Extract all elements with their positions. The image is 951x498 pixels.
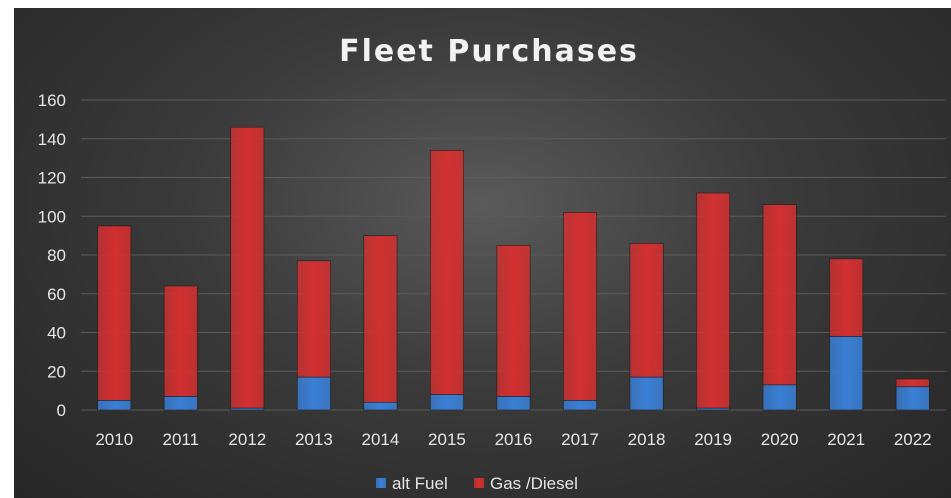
x-tick-label: 2014: [362, 430, 400, 449]
x-tick-label: 2017: [561, 430, 599, 449]
bar-gas-diesel-2014: [363, 235, 398, 403]
bars: [97, 126, 930, 411]
bar-alt-fuel-2010: [97, 400, 132, 411]
bar-gas-diesel-2022: [895, 378, 930, 388]
x-tick-label: 2020: [761, 430, 799, 449]
chart-svg: Fleet Purchases 0 20 40 60 80 100 120 140 160 20…: [38, 34, 946, 493]
bar-alt-fuel-2018: [629, 376, 664, 411]
bar-gas-diesel-2010: [97, 225, 132, 401]
bar-alt-fuel-2021: [829, 336, 864, 411]
bar-gas-diesel-2019: [696, 192, 731, 409]
bar-gas-diesel-2012: [230, 126, 265, 409]
y-tick-label: 80: [47, 246, 66, 265]
legend-label-gas-diesel: Gas /Diesel: [490, 474, 578, 493]
bar-alt-fuel-2013: [296, 376, 331, 411]
x-tick-label: 2018: [628, 430, 666, 449]
x-tick-label: 2016: [495, 430, 533, 449]
bar-gas-diesel-2016: [496, 245, 531, 397]
legend-swatch-alt-fuel: [376, 478, 386, 488]
bar-gas-diesel-2017: [563, 212, 597, 401]
legend-swatch-gas-diesel: [474, 478, 484, 488]
x-tick-label: 2010: [95, 430, 133, 449]
y-tick-label: 160: [38, 91, 66, 110]
legend-label-alt-fuel: alt Fuel: [392, 474, 448, 493]
bar-gas-diesel-2021: [829, 258, 864, 337]
y-tick-label: 0: [57, 401, 66, 420]
chart-title: Fleet Purchases: [339, 34, 639, 69]
x-tick-label: 2019: [694, 430, 732, 449]
x-axis: 2010 2011 2012 2013 2014 2015 2016 2017 2018 2019…: [95, 430, 931, 449]
y-tick-label: 100: [38, 207, 66, 226]
y-tick-label: 140: [38, 130, 66, 149]
x-tick-label: 2013: [295, 430, 333, 449]
x-tick-label: 2011: [163, 430, 200, 449]
y-tick-label: 20: [47, 362, 66, 381]
bar-alt-fuel-2011: [163, 396, 198, 411]
bar-gas-diesel-2015: [430, 150, 464, 395]
bar-gas-diesel-2013: [296, 260, 331, 378]
x-tick-label: 2012: [228, 430, 266, 449]
y-tick-label: 40: [47, 324, 66, 343]
bar-alt-fuel-2014: [363, 401, 398, 411]
y-axis: 0 20 40 60 80 100 120 140 160: [38, 91, 66, 420]
bar-alt-fuel-2016: [496, 396, 531, 411]
x-tick-label: 2015: [428, 430, 466, 449]
bar-alt-fuel-2015: [430, 394, 464, 411]
bar-gas-diesel-2018: [629, 243, 664, 378]
y-tick-label: 60: [47, 285, 66, 304]
chart-area: Fleet Purchases 0 20 40 60 80 100 120 140 160 20…: [14, 8, 951, 498]
x-tick-label: 2022: [894, 430, 932, 449]
y-tick-label: 120: [38, 169, 66, 188]
legend: alt Fuel Gas /Diesel: [376, 474, 578, 493]
bar-alt-fuel-2017: [563, 400, 597, 411]
bar-alt-fuel-2020: [762, 384, 797, 411]
bar-gas-diesel-2020: [762, 204, 797, 386]
bar-gas-diesel-2011: [163, 285, 198, 397]
bar-alt-fuel-2022: [895, 386, 930, 411]
x-tick-label: 2021: [827, 430, 865, 449]
